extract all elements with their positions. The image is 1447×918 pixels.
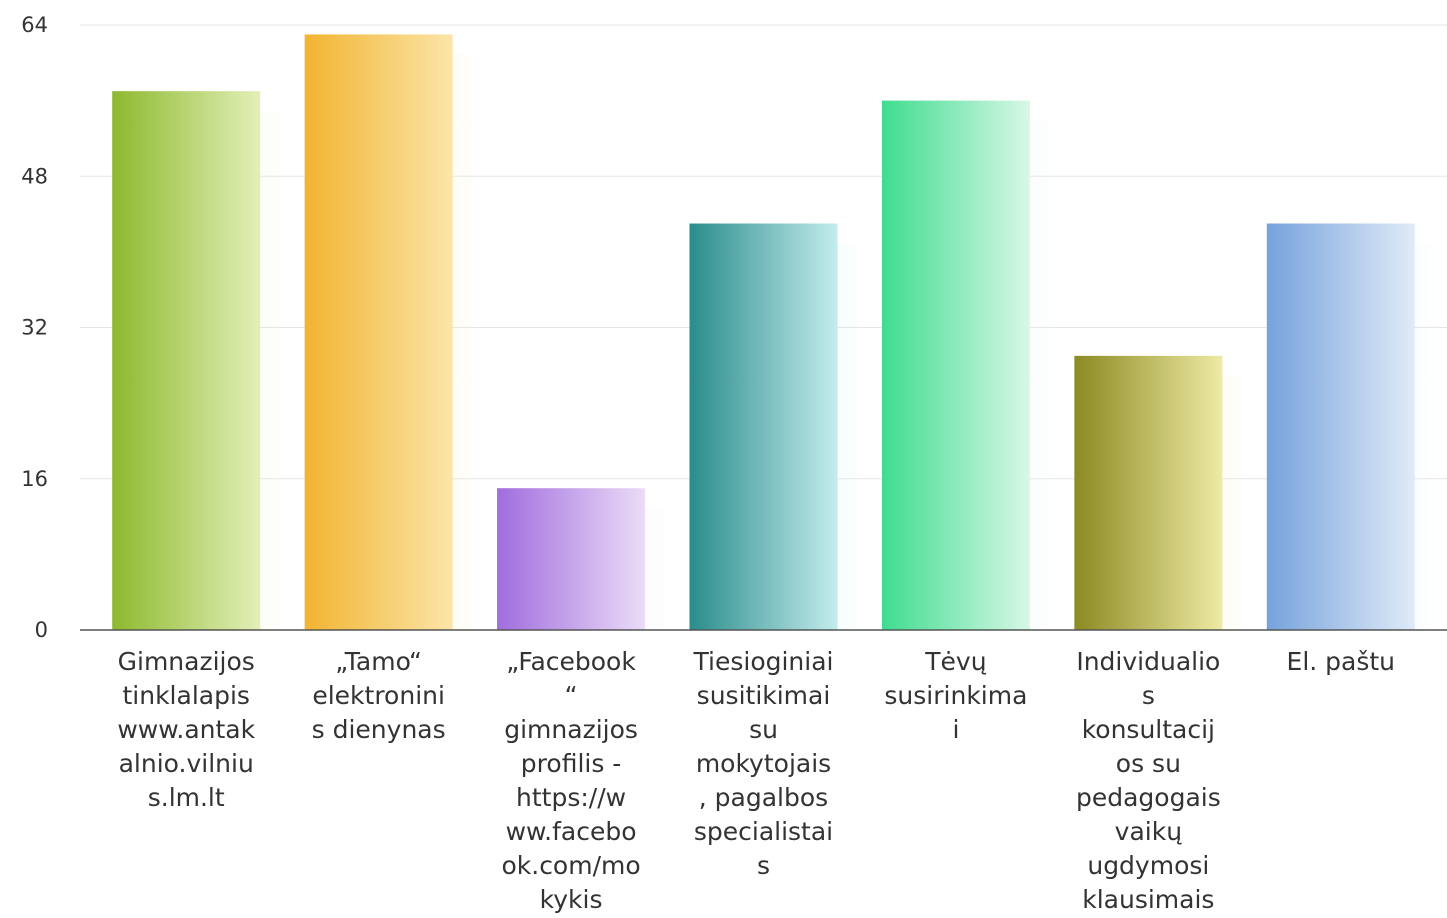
y-tick-label: 48 xyxy=(21,164,48,188)
x-tick-label-line: mokytojais xyxy=(696,749,831,778)
x-tick-label-line: tinklalapis xyxy=(122,681,249,710)
x-tick-label-line: elektronini xyxy=(312,681,445,710)
x-tick-label-line: susirinkima xyxy=(884,681,1027,710)
x-tick-label-line: profilis - xyxy=(521,749,622,778)
x-tick-label-line: s.lm.lt xyxy=(148,783,225,812)
bar xyxy=(1266,223,1415,630)
x-tick-label-line: kykis xyxy=(540,885,603,914)
x-tick-label-line: susitikimai xyxy=(697,681,831,710)
x-tick-label: „Facebook “ gimnazijos profilis - https://w w… xyxy=(501,647,640,914)
x-tick-label: Tėvų susirinkima i xyxy=(884,647,1027,744)
x-tick-label: Individualio s konsultacij os su pedagogais v… xyxy=(1076,647,1221,914)
x-tick-label-line: gimnazijos xyxy=(504,715,638,744)
x-tick-label-line: Gimnazijos xyxy=(118,647,255,676)
x-tick-label: Gimnazijos tinklalapis www.antak alnio.viln… xyxy=(117,647,255,812)
bar xyxy=(881,100,1030,630)
bar xyxy=(1074,355,1223,630)
x-tick-label-line: , pagalbos xyxy=(699,783,828,812)
x-tick-label-line: El. paštu xyxy=(1287,647,1396,676)
y-tick-label: 0 xyxy=(35,618,48,642)
x-tick-label-line: ugdymosi xyxy=(1087,851,1209,880)
x-tick-label-line: s xyxy=(757,851,770,880)
x-tick-label-line: Tiesioginiai xyxy=(693,647,834,676)
bar xyxy=(689,223,838,630)
x-tick-label-line: os su xyxy=(1116,749,1181,778)
x-tick-label-line: s xyxy=(1142,681,1155,710)
x-tick-label-line: ww.facebo xyxy=(506,817,637,846)
bar xyxy=(112,91,261,630)
x-tick-label-line: i xyxy=(952,715,959,744)
x-tick-label-line: alnio.vilniu xyxy=(119,749,254,778)
x-tick-label-line: specialistai xyxy=(694,817,833,846)
x-tick-label-line: Tėvų xyxy=(924,647,986,676)
x-tick-label-line: ok.com/mo xyxy=(501,851,640,880)
x-tick-label-line: “ xyxy=(565,681,578,710)
x-tick-label-line: s dienynas xyxy=(312,715,446,744)
x-tick-label-line: Individualio xyxy=(1076,647,1220,676)
x-tick-label-line: vaikų xyxy=(1115,817,1183,846)
bar xyxy=(497,488,646,630)
x-tick-label-line: klausimais xyxy=(1082,885,1214,914)
y-tick-label: 16 xyxy=(21,467,48,491)
x-tick-label-line: https://w xyxy=(516,783,626,812)
y-tick-label: 32 xyxy=(21,316,48,340)
bars xyxy=(112,34,1435,630)
x-tick-label-line: pedagogais xyxy=(1076,783,1221,812)
x-tick-label-line: konsultacij xyxy=(1082,715,1215,744)
x-tick-label-line: „Tamo“ xyxy=(335,647,422,676)
x-tick-label: „Tamo“ elektronini s dienynas xyxy=(312,647,446,744)
y-axis-ticks: 0 16 32 48 64 xyxy=(21,13,48,642)
y-tick-label: 64 xyxy=(21,13,48,37)
x-axis-labels: Gimnazijos tinklalapis www.antak alnio.viln… xyxy=(117,647,1395,914)
bar xyxy=(304,34,453,630)
x-tick-label: El. paštu xyxy=(1287,647,1396,676)
x-tick-label: Tiesioginiai susitikimai su mokytojais , pag… xyxy=(693,647,834,880)
x-tick-label-line: su xyxy=(749,715,778,744)
x-tick-label-line: www.antak xyxy=(117,715,255,744)
x-tick-label-line: „Facebook xyxy=(506,647,636,676)
